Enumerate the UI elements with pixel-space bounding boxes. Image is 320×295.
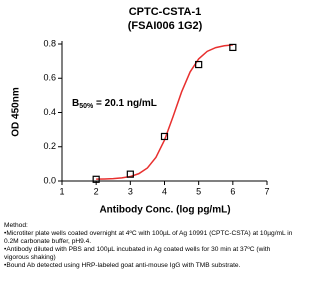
y-axis-label: OD 450nm (11, 87, 22, 137)
x-tick-label: 1 (59, 186, 64, 196)
chart-subtitle: (FSAI006 1G2) (128, 20, 203, 32)
method-item: Bound Ab detected using HRP-labeled goat… (4, 262, 294, 270)
annotation: B50% = 20.1 ng/mL (72, 98, 157, 110)
method-list: Microtiter plate wells coated overnight … (4, 230, 294, 270)
x-tick-label: 3 (128, 186, 133, 196)
method-item: Microtiter plate wells coated overnight … (4, 230, 294, 246)
method-item: Antibody diluted with PBS and 100µL incu… (4, 246, 294, 262)
x-axis-label: Antibody Conc. (log pg/mL) (99, 205, 230, 216)
x-tick-label: 2 (94, 186, 99, 196)
data-point (229, 43, 237, 52)
y-tick-label: 0.4 (43, 107, 56, 117)
data-point (92, 175, 100, 183)
chart: CPTC-CSTA-1 (FSAI006 1G2) Antibody Conc.… (11, 6, 270, 216)
data-point (195, 60, 203, 69)
y-tick-label: 0.6 (43, 73, 56, 83)
fit-curve (96, 44, 233, 180)
annotation-subscript: 50% (79, 103, 94, 110)
y-tick-label: 0.2 (43, 141, 56, 151)
page: {"chart_data": {"type": "line", "title":… (0, 0, 300, 295)
x-tick-label: 7 (264, 186, 269, 196)
y-tick-label: 0.0 (43, 175, 56, 185)
chart-title: CPTC-CSTA-1 (129, 6, 202, 18)
x-tick-label: 5 (196, 186, 201, 196)
method-title: Method: (4, 222, 28, 229)
annotation-rest: = 20.1 ng/mL (93, 98, 157, 109)
annotation-main: B (72, 98, 79, 109)
data-point (160, 132, 169, 141)
x-tick-label: 6 (230, 186, 235, 196)
data-point (126, 170, 134, 178)
method: Method: Microtiter plate wells coated ov… (4, 222, 294, 270)
x-tick-label: 4 (162, 186, 167, 196)
y-tick-label: 0.8 (43, 38, 56, 48)
